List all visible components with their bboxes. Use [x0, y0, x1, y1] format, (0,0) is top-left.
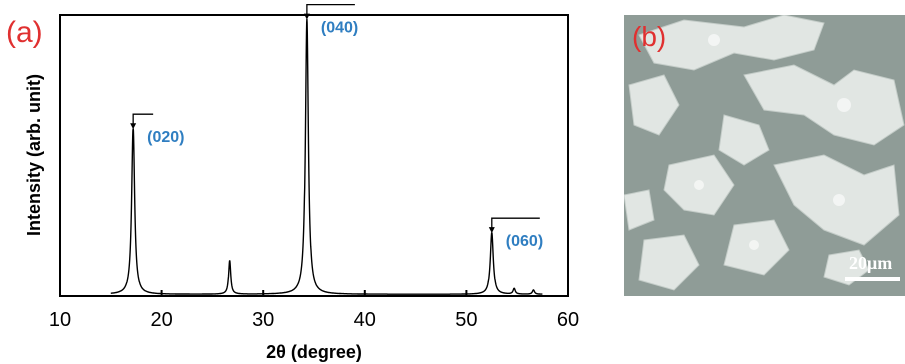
peak-label: (060) — [506, 233, 543, 250]
scale-bar-label: 20μm — [849, 253, 893, 273]
flake-highlight — [837, 98, 851, 112]
x-axis-tick-labels: 10 20 30 40 50 60 — [49, 309, 579, 331]
xrd-pattern-line — [110, 18, 543, 295]
annotation-bracket — [132, 113, 154, 128]
sem-image — [624, 15, 905, 296]
x-tick-label: 10 — [49, 309, 71, 331]
sem-micrograph: (b) 20μm — [624, 15, 905, 296]
flake-highlight — [708, 34, 720, 46]
flake-cluster — [743, 64, 905, 146]
flake-cluster — [638, 234, 700, 291]
flake-cluster — [628, 74, 680, 136]
flake-highlight — [833, 194, 845, 206]
flake-highlight — [694, 180, 704, 190]
annotation-arrowhead — [130, 123, 137, 130]
x-tick-label: 60 — [557, 309, 579, 331]
peak-label: (040) — [321, 20, 358, 37]
x-tick-label: 50 — [455, 309, 477, 331]
flake-highlight — [749, 240, 759, 250]
x-tick-label: 40 — [354, 309, 376, 331]
xrd-chart: 10 20 30 40 50 60 (020) (040) (060) 2θ (degree)… — [24, 3, 579, 362]
annotation-bracket — [306, 3, 355, 18]
x-tick-label: 30 — [252, 309, 274, 331]
flake-cluster — [624, 189, 655, 231]
scale-bar — [845, 277, 900, 281]
peak-annotations: (020) (040) (060) — [130, 3, 543, 250]
peak-label: (020) — [147, 129, 184, 146]
flake-cluster — [638, 15, 825, 71]
y-axis-label: Intensity (arb. unit) — [24, 74, 44, 236]
x-axis-label: 2θ (degree) — [266, 342, 362, 362]
annotation-arrowhead — [488, 227, 495, 234]
panel-a-label: (a) — [6, 16, 43, 49]
annotation-arrowhead — [303, 13, 310, 20]
peak-annotation: (020) — [130, 113, 185, 146]
annotation-bracket — [491, 217, 540, 232]
plot-frame — [59, 14, 569, 297]
panel-b-label: (b) — [632, 21, 667, 52]
x-tick-label: 20 — [150, 309, 172, 331]
peak-annotation: (040) — [303, 3, 358, 37]
peak-annotation: (060) — [488, 217, 543, 250]
flake-cluster — [718, 114, 770, 166]
